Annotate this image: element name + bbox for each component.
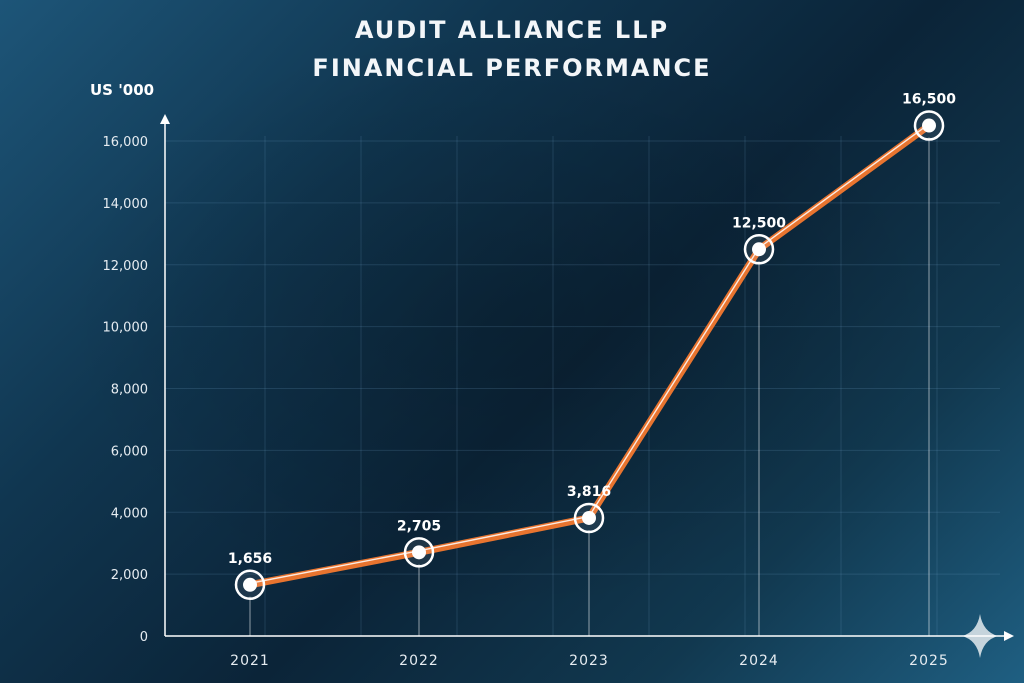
data-label: 16,500 xyxy=(902,92,956,108)
data-point xyxy=(752,242,766,257)
y-axis-label: US '000 xyxy=(90,81,154,99)
y-tick-label: 2,000 xyxy=(111,568,148,583)
x-tick-label: 2024 xyxy=(739,653,779,669)
markers xyxy=(234,110,945,601)
x-tick-label: 2022 xyxy=(399,653,439,669)
y-axis-arrow xyxy=(160,114,170,124)
x-tick-label: 2023 xyxy=(569,653,609,669)
sparkle-icon xyxy=(962,614,998,658)
data-label: 12,500 xyxy=(732,215,786,231)
data-point xyxy=(922,118,936,133)
axes xyxy=(160,114,1014,641)
y-tick-label: 16,000 xyxy=(103,135,149,150)
y-tick-label: 12,000 xyxy=(103,259,149,274)
y-tick-label: 8,000 xyxy=(111,383,148,398)
data-point xyxy=(582,510,596,525)
x-tick-label: 2021 xyxy=(230,653,270,669)
data-point xyxy=(412,545,426,560)
data-label: 2,705 xyxy=(397,518,441,534)
x-axis-arrow xyxy=(1004,631,1014,641)
drop-lines xyxy=(249,137,930,636)
labels: 0 2,000 4,000 6,000 8,000 10,000 12,000 14,000 1… xyxy=(103,92,957,669)
y-tick-label: 4,000 xyxy=(111,506,148,521)
y-tick-label: 14,000 xyxy=(103,197,149,212)
data-point xyxy=(243,577,257,592)
y-tick-label: 6,000 xyxy=(111,444,148,459)
y-tick-label: 0 xyxy=(140,630,148,645)
grid xyxy=(165,136,1000,636)
data-label: 3,816 xyxy=(567,484,611,500)
chart-title-line-1: AUDIT ALLIANCE LLP xyxy=(354,16,670,44)
chart-title-line-2: FINANCIAL PERFORMANCE xyxy=(312,54,712,82)
y-tick-label: 10,000 xyxy=(103,321,149,336)
data-label: 1,656 xyxy=(228,551,272,567)
x-tick-label: 2025 xyxy=(909,653,949,669)
